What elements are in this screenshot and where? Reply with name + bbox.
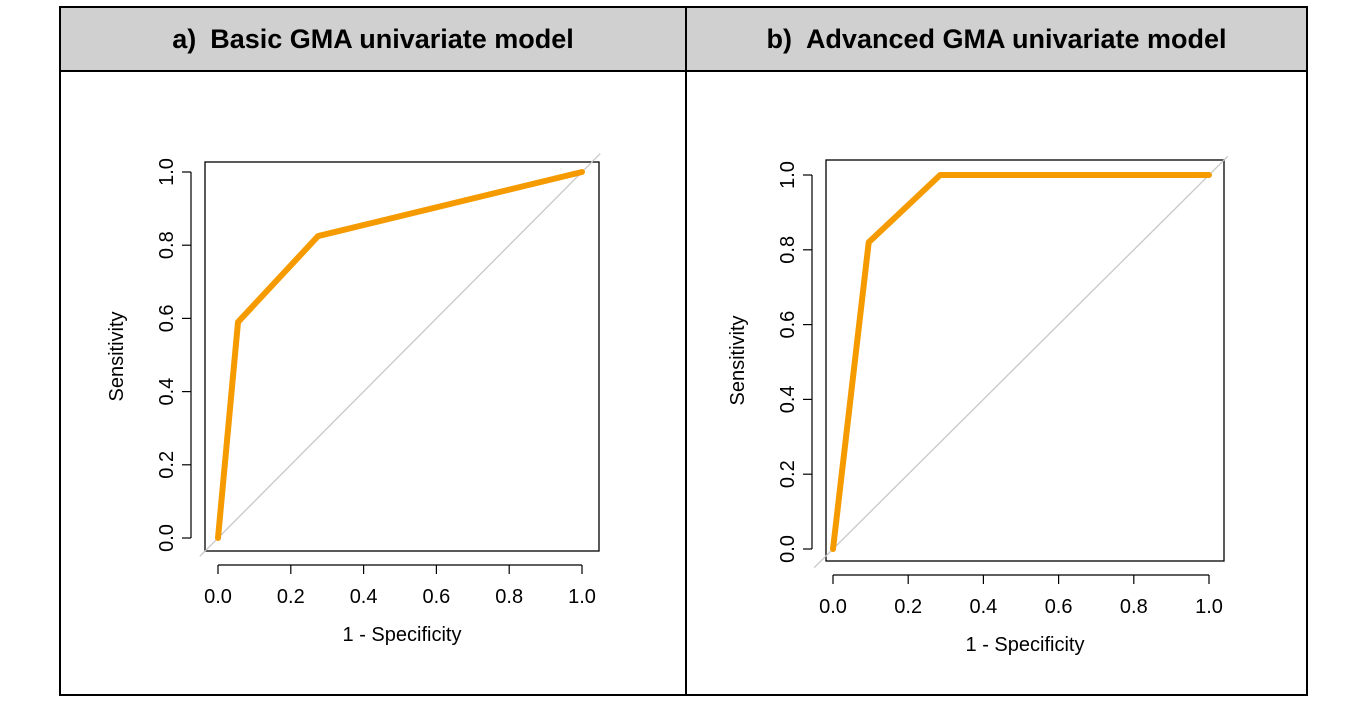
x-tick-label: 1.0 xyxy=(1195,596,1223,618)
panel-a-label: a) xyxy=(172,23,197,54)
panel-a-plot: 0.0 0.2 0.4 0.6 0.8 1.0 0.0 0.2 0.4 0.6 0.8 1.0 1 - … xyxy=(61,72,685,694)
x-axis-label: 1 - Specificity xyxy=(343,624,462,646)
y-tick-label: 0.2 xyxy=(156,451,178,479)
plot-frame xyxy=(825,159,1225,562)
y-tick-label: 1.0 xyxy=(156,158,178,186)
y-tick-label: 0.0 xyxy=(777,535,799,563)
figure-table: a) Basic GMA univariate model b) Advance… xyxy=(59,6,1308,696)
y-tick-label: 0.6 xyxy=(156,304,178,332)
panel-a-header: a) Basic GMA univariate model xyxy=(61,8,685,72)
panel-b-header: b) Advanced GMA univariate model xyxy=(687,8,1306,72)
roc-chart-a: 0.0 0.2 0.4 0.6 0.8 1.0 0.0 0.2 0.4 0.6 0.8 1.0 1 - … xyxy=(106,153,601,646)
x-tick-label: 0.4 xyxy=(350,586,378,608)
panel-b-plot: 0.0 0.2 0.4 0.6 0.8 1.0 0.0 0.2 0.4 0.6 0.8 1.0 1 - … xyxy=(687,72,1306,694)
reference-diagonal xyxy=(199,153,601,557)
panel-divider xyxy=(685,8,687,694)
y-tick-label: 0.0 xyxy=(156,524,178,552)
x-tick-label: 0.6 xyxy=(1045,596,1073,618)
reference-diagonal xyxy=(813,155,1229,569)
y-axis-label: Sensitivity xyxy=(727,315,749,405)
x-tick-label: 0.8 xyxy=(495,586,523,608)
y-tick-label: 0.6 xyxy=(777,311,799,339)
x-tick-label: 1.0 xyxy=(568,586,596,608)
y-tick-label: 1.0 xyxy=(777,161,799,189)
x-tick-label: 0.6 xyxy=(422,586,450,608)
x-tick-label: 0.2 xyxy=(277,586,305,608)
x-tick-label: 0.4 xyxy=(969,596,997,618)
y-tick-label: 0.4 xyxy=(777,385,799,413)
x-tick-label: 0.2 xyxy=(894,596,922,618)
x-tick-label: 0.8 xyxy=(1120,596,1148,618)
x-tick-label: 0.0 xyxy=(819,596,847,618)
x-axis-label: 1 - Specificity xyxy=(966,634,1085,656)
y-tick-label: 0.4 xyxy=(156,378,178,406)
roc-chart-b: 0.0 0.2 0.4 0.6 0.8 1.0 0.0 0.2 0.4 0.6 0.8 1.0 1 - … xyxy=(727,155,1229,656)
x-tick-label: 0.0 xyxy=(204,586,232,608)
y-axis-label: Sensitivity xyxy=(106,311,128,401)
y-tick-label: 0.2 xyxy=(777,460,799,488)
plot-frame xyxy=(204,161,600,552)
y-tick-label: 0.8 xyxy=(777,236,799,264)
y-tick-label: 0.8 xyxy=(156,231,178,259)
panel-b-title: Advanced GMA univariate model xyxy=(805,23,1227,54)
roc-curve xyxy=(215,169,585,541)
roc-curve xyxy=(830,172,1212,552)
panel-b-label: b) xyxy=(766,23,792,54)
panel-a-title: Basic GMA univariate model xyxy=(210,23,574,54)
